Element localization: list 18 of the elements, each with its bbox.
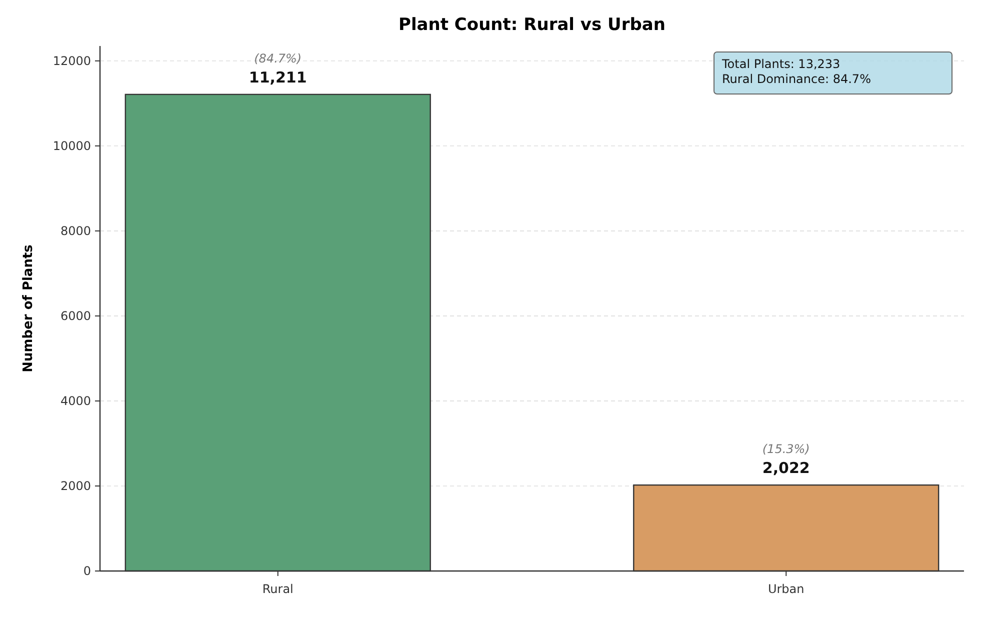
annotation: (84.7%) [254,51,302,66]
y-tick-label: 0 [83,564,91,578]
x-tick-label: Rural [262,582,294,596]
y-tick-label: 8000 [60,224,91,238]
y-tick-label: 12000 [52,54,91,68]
y-tick-label: 10000 [52,139,91,154]
annotation: Total Plants: 13,233 [721,57,840,71]
y-tick-label: 2000 [60,479,91,494]
annotation: (15.3%) [762,442,810,456]
chart-title: Plant Count: Rural vs Urban [398,15,666,35]
data-label: 11,211 [248,68,307,86]
y-tick-label: 6000 [60,309,91,324]
y-tick-label: 4000 [60,394,91,408]
y-axis-title: Number of Plants [21,244,36,372]
data-label: 2,022 [762,459,810,478]
annotation: Rural Dominance: 84.7% [722,72,871,86]
x-tick-label: Urban [768,582,804,596]
info-box: Total Plants: 13,233 Rural Dominance: 84.7% [714,52,952,94]
